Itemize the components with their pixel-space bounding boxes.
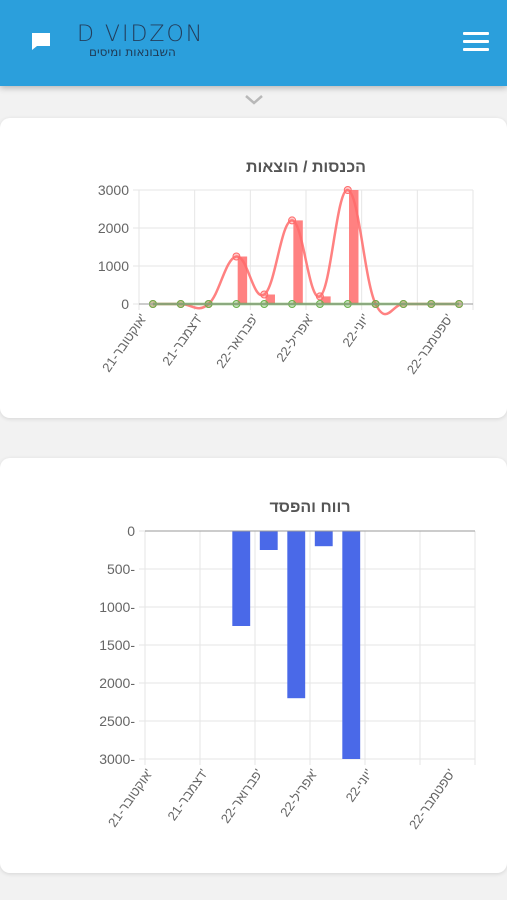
y-tick-label: 0 [121,296,129,312]
y-tick-label: 3000- [99,751,135,767]
y-tick-label: 2000- [99,675,135,691]
bar [232,531,251,626]
x-tick-label: אוקטובר-21' [99,311,150,375]
bar [237,256,248,304]
x-tick-label: פברואר-22' [213,311,261,371]
income-expense-chart: הכנסות / הוצאות 0 1000 2000 3000 אוקטובר-21'ד… [98,159,474,377]
chart-title: רווח והפסד [269,499,350,516]
bar [321,296,331,304]
data-point [315,292,324,301]
x-tick-label: דצמבר-21' [159,311,205,368]
data-point [232,252,241,261]
x-tick-label: ספטמבר-22' [404,311,456,377]
data-point [288,216,297,225]
x-tick-label: יוני-22' [342,766,375,804]
y-tick-label: 2000 [98,220,129,236]
data-point [343,186,352,194]
bar [287,531,306,699]
x-tick-label: ספטמבר-22' [406,766,458,832]
bar [314,531,333,547]
y-tick-label: 1000 [98,258,129,274]
y-tick-label: 1000- [99,599,135,615]
hamburger-menu-icon[interactable] [463,32,489,52]
y-tick-label: 500- [107,561,135,577]
x-tick-label: דצמבר-21' [164,766,210,823]
logo-subtitle: השבונאות ומיסים [89,45,176,59]
x-tick-label: יוני-22' [339,311,372,349]
bar [259,531,278,550]
bar [265,294,275,304]
y-tick-label: 1500- [99,637,135,653]
x-tick-label: אפריל-22' [277,766,321,819]
y-tick-label: 0 [127,523,135,539]
x-tick-label: אוקטובר-21' [105,766,156,830]
chevron-down-icon[interactable] [243,92,265,108]
profit-loss-chart: רווח והפסד 0 500- 1000- 1500- 2000- 2500- 3000-… [99,499,476,832]
x-tick-label: אפריל-22' [273,311,317,364]
data-point [260,290,269,299]
bar [293,220,303,304]
profit-loss-card: רווח והפסד 0 500- 1000- 1500- 2000- 2500- 3000-… [0,458,507,873]
logo-title: D VIDZON [77,22,205,47]
y-tick-label: 2500- [99,713,135,729]
chart-title: הכנסות / הוצאות [246,159,366,176]
chat-icon[interactable] [29,30,53,54]
y-tick-label: 3000 [98,182,129,198]
app-header: D VIDZON השבונאות ומיסים [0,0,507,86]
bar [349,190,359,304]
income-expense-card: הכנסות / הוצאות 0 1000 2000 3000 אוקטובר-21' ד… [0,118,507,418]
bar [342,531,361,759]
x-tick-label: פברואר-22' [218,766,266,826]
